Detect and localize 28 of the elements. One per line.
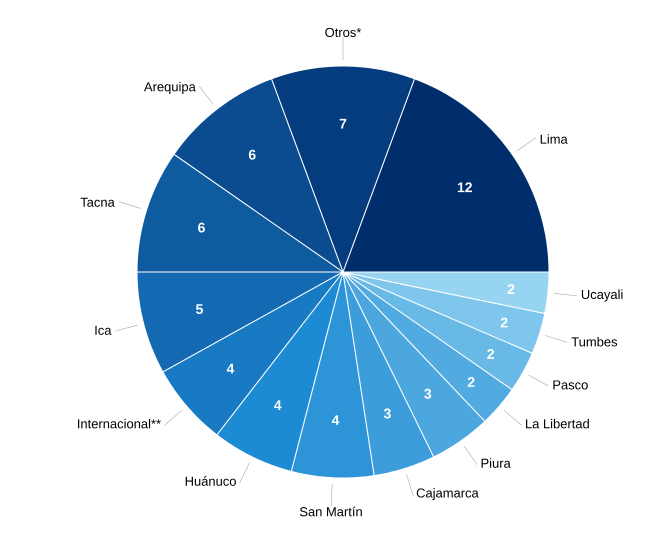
slice-label: Lima xyxy=(540,134,568,144)
slice-label: Otros* xyxy=(325,28,362,38)
slice-label: Tacna xyxy=(80,198,115,207)
slice-label: Pasco xyxy=(553,380,588,390)
data-label: 6 xyxy=(248,150,256,160)
slice-label: Ucayali xyxy=(582,290,622,302)
slice-label: Piura xyxy=(482,458,511,468)
data-label: 2 xyxy=(508,284,514,294)
slice-label: San Martín xyxy=(300,506,362,516)
data-label: 4 xyxy=(226,364,234,374)
data-label: 2 xyxy=(468,377,475,387)
slice-label: Huánuco xyxy=(186,476,236,486)
slice-label: Cajamarca xyxy=(416,488,479,500)
data-label: 5 xyxy=(196,304,203,314)
slice-label: Internacional** xyxy=(78,418,161,428)
data-label: 3 xyxy=(384,408,391,418)
data-label: 2 xyxy=(500,318,508,328)
slice-label: Ica xyxy=(95,326,112,335)
slice-label: Tumbes xyxy=(572,336,618,346)
slice-label: La Libertad xyxy=(526,418,589,428)
data-label: 2 xyxy=(487,349,494,359)
data-label: 4 xyxy=(274,400,282,410)
data-label: 3 xyxy=(424,388,432,399)
data-label: 4 xyxy=(332,415,340,425)
data-label: 12 xyxy=(458,182,472,192)
data-label: 6 xyxy=(198,222,205,233)
data-label: 7 xyxy=(340,118,346,128)
slice-label: Arequipa xyxy=(144,82,196,94)
